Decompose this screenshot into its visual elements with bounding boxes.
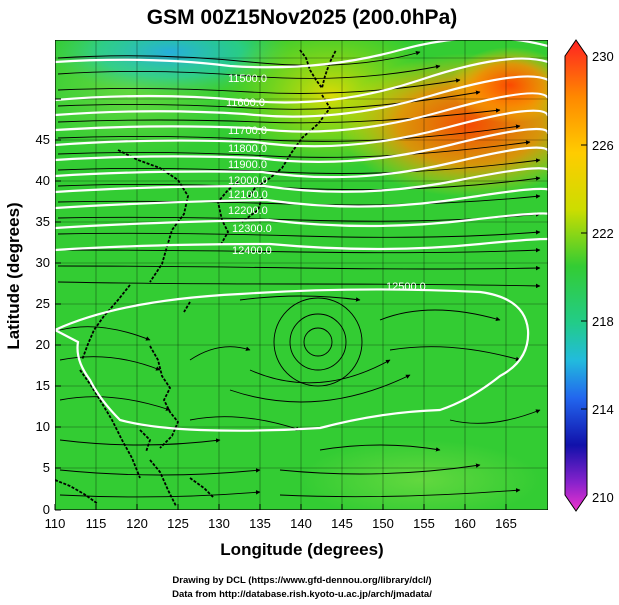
y-tick-label: 25: [36, 296, 50, 311]
colorbar-tick-marks: [581, 144, 587, 410]
contour-label: 12200.0: [228, 205, 268, 217]
contour-label: 11600.0: [226, 97, 265, 109]
x-tick-label: 145: [331, 516, 353, 531]
contour-label: 11800.0: [228, 143, 267, 155]
contour-label: 12400.0: [232, 245, 272, 257]
x-tick-label: 140: [290, 516, 312, 531]
x-tick-label: 115: [86, 516, 107, 531]
light-green-south: [300, 440, 540, 510]
colorbar: 230 226 222 218 214 210: [564, 39, 614, 512]
y-axis: 0 5 10 15 20 25 30 35 40 45 Latitude (de…: [4, 98, 61, 517]
y-tick-label: 45: [36, 132, 50, 147]
height-contours: [55, 40, 548, 432]
colorbar-tick-label: 230: [592, 49, 614, 64]
map-title: GSM 00Z15Nov2025 (200.0hPa): [147, 6, 458, 29]
y-tick-label: 30: [36, 255, 50, 270]
x-tick-label: 110: [45, 516, 66, 531]
x-tick-label: 160: [454, 516, 476, 531]
contour-label: 12100.0: [228, 189, 268, 201]
y-tick-label: 5: [43, 460, 50, 475]
contour-label: 11700.0: [228, 125, 267, 137]
contour-label: 11900.0: [228, 159, 267, 171]
streamlines: [57, 50, 541, 498]
x-tick-marks: [54, 504, 507, 510]
colorbar-tick-label: 214: [592, 402, 614, 417]
colorbar-tick-label: 210: [592, 490, 614, 505]
x-tick-label: 130: [208, 516, 230, 531]
y-tick-label: 0: [43, 502, 50, 517]
x-tick-label: 165: [495, 516, 517, 531]
credit-dcl: Drawing by DCL (https://www.gfd-dennou.o…: [172, 575, 431, 586]
contour-label: 11500.0: [228, 73, 267, 85]
x-tick-label: 125: [167, 516, 189, 531]
x-tick-label: 155: [413, 516, 435, 531]
contour-label: 12500.0: [386, 281, 426, 293]
colorbar-tick-label: 226: [592, 138, 614, 153]
y-tick-marks: [55, 98, 61, 511]
y-tick-label: 15: [36, 378, 50, 393]
map-plot-area: 11500.0 11600.0 11700.0 11800.0 11900.0 …: [55, 40, 548, 510]
y-tick-label: 40: [36, 173, 50, 188]
y-axis-title: Latitude (degrees): [4, 202, 23, 349]
contour-labels: 11500.0 11600.0 11700.0 11800.0 11900.0 …: [226, 73, 426, 293]
y-tick-label: 10: [36, 419, 50, 434]
x-tick-label: 120: [126, 516, 148, 531]
x-tick-label: 150: [372, 516, 394, 531]
colorbar-tick-label: 218: [592, 314, 614, 329]
x-tick-label: 135: [249, 516, 271, 531]
x-axis: 110 115 120 125 130 135 140 145 150 155 …: [45, 504, 517, 559]
y-tick-label: 20: [36, 337, 50, 352]
colorbar-scale: [564, 39, 588, 512]
contour-label: 12300.0: [232, 223, 272, 235]
credit-data-source: Data from http://database.rish.kyoto-u.a…: [172, 589, 432, 600]
y-tick-label: 35: [36, 214, 50, 229]
x-axis-title: Longitude (degrees): [220, 540, 383, 559]
colorbar-tick-label: 222: [592, 226, 614, 241]
contour-label: 12000.0: [228, 175, 268, 187]
